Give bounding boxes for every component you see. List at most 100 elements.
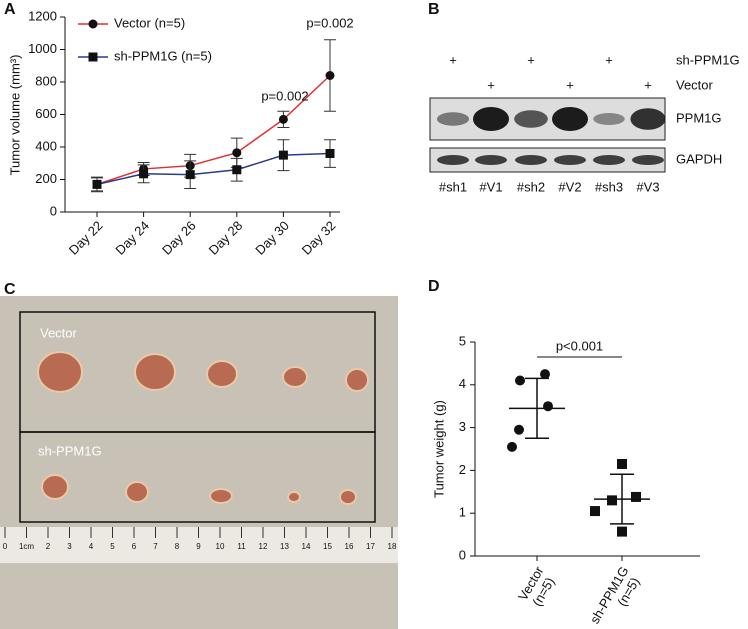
photo [0,296,398,629]
marker [278,150,288,160]
y-tick-label: 1 [459,505,466,520]
marker [617,526,627,537]
lane-label: #sh3 [595,179,623,194]
lane-label: #sh2 [517,179,545,194]
protein-label: GAPDH [676,151,722,166]
x-tick-label: Day 22 [66,218,106,258]
y-tick-label: 800 [35,73,57,88]
legend-marker [88,19,98,29]
y-tick-label: 4 [459,376,466,391]
marker [507,441,517,452]
treatment-mark: + [449,52,457,67]
marker [543,401,553,412]
marker [325,149,335,158]
marker [139,169,149,179]
x-tick-group: sh-PPM1G(n=5) [587,564,643,627]
protein-label: PPM1G [676,110,722,125]
x-tick-label: Day 30 [252,218,292,258]
band [473,107,509,131]
marker [515,375,525,386]
band [593,113,625,125]
annotation: p=0.002 [261,88,308,103]
treatment-mark: + [487,77,495,92]
y-tick-label: 3 [459,419,466,434]
group-label: Vector [40,325,78,340]
ruler-label: 7 [153,542,158,551]
ruler-label: 11 [237,542,246,551]
lane-label: #V2 [558,179,581,194]
ruler-label: 6 [132,542,137,551]
panel-label: A [4,1,16,18]
treatment-label: Vector [676,77,714,92]
y-tick-label: 1200 [28,8,57,23]
sd-bar [610,473,634,525]
treatment-label: sh-PPM1G [676,52,740,67]
panel-label: C [4,281,16,298]
ruler-label: 17 [366,542,375,551]
y-tick-label: 600 [35,106,57,121]
tumor [209,488,233,504]
legend-label: Vector (n=5) [114,15,185,30]
tumor [339,489,357,505]
marker [540,369,550,380]
band [436,112,470,126]
ruler-label: 10 [216,542,225,551]
treatment-mark: + [605,52,613,67]
tumor [206,360,238,388]
panel-label: D [428,278,440,295]
ruler-label: 8 [175,542,180,551]
y-tick-label: 2 [459,462,466,477]
blot-frame [429,147,666,173]
series-line [96,152,331,186]
annotation: p=0.002 [306,15,353,30]
marker [325,71,335,80]
marker [92,179,102,189]
band [437,155,469,165]
ruler-label: 15 [323,542,332,551]
ruler-label: 0 [3,542,8,551]
x-tick-label: Day 24 [112,218,152,258]
band [515,155,547,165]
ruler-label: 1cm [19,542,34,551]
band [632,155,664,165]
legend-label: sh-PPM1G (n=5) [114,48,212,63]
lane-label: #V1 [479,179,502,194]
series-line [96,74,331,186]
marker [617,458,627,469]
x-tick-label: Day 28 [206,218,246,258]
tumor [37,351,83,393]
marker [607,495,617,506]
tumor [345,368,369,392]
panel-label: B [428,1,440,18]
y-axis-label: Tumor volume (mm³) [7,55,22,176]
group-label: sh-PPM1G [38,443,102,458]
x-tick-group: Vector(n=5) [515,563,557,609]
ruler-label: 2 [46,542,51,551]
lane-label: #V3 [636,179,659,194]
annotation: p<0.001 [556,338,603,353]
band [475,155,507,165]
tumor [287,491,301,503]
photo-box [19,431,376,523]
marker [185,170,195,180]
y-tick-label: 0 [459,547,466,562]
ruler-label: 16 [345,542,354,551]
treatment-mark: + [566,77,574,92]
band [554,155,586,165]
ruler-label: 3 [67,542,72,551]
y-tick-label: 200 [35,171,57,186]
tumor [134,353,176,391]
ruler-label: 13 [280,542,289,551]
y-tick-label: 400 [35,138,57,153]
marker [631,491,641,502]
tumor [41,474,69,500]
y-tick-label: 5 [459,333,466,348]
y-tick-label: 0 [50,203,57,218]
lane-label: #sh1 [439,179,467,194]
tumor [282,366,308,388]
ruler-label: 5 [110,542,115,551]
ruler-label: 12 [259,542,268,551]
band [514,110,548,128]
x-tick-label: Day 32 [299,218,339,258]
